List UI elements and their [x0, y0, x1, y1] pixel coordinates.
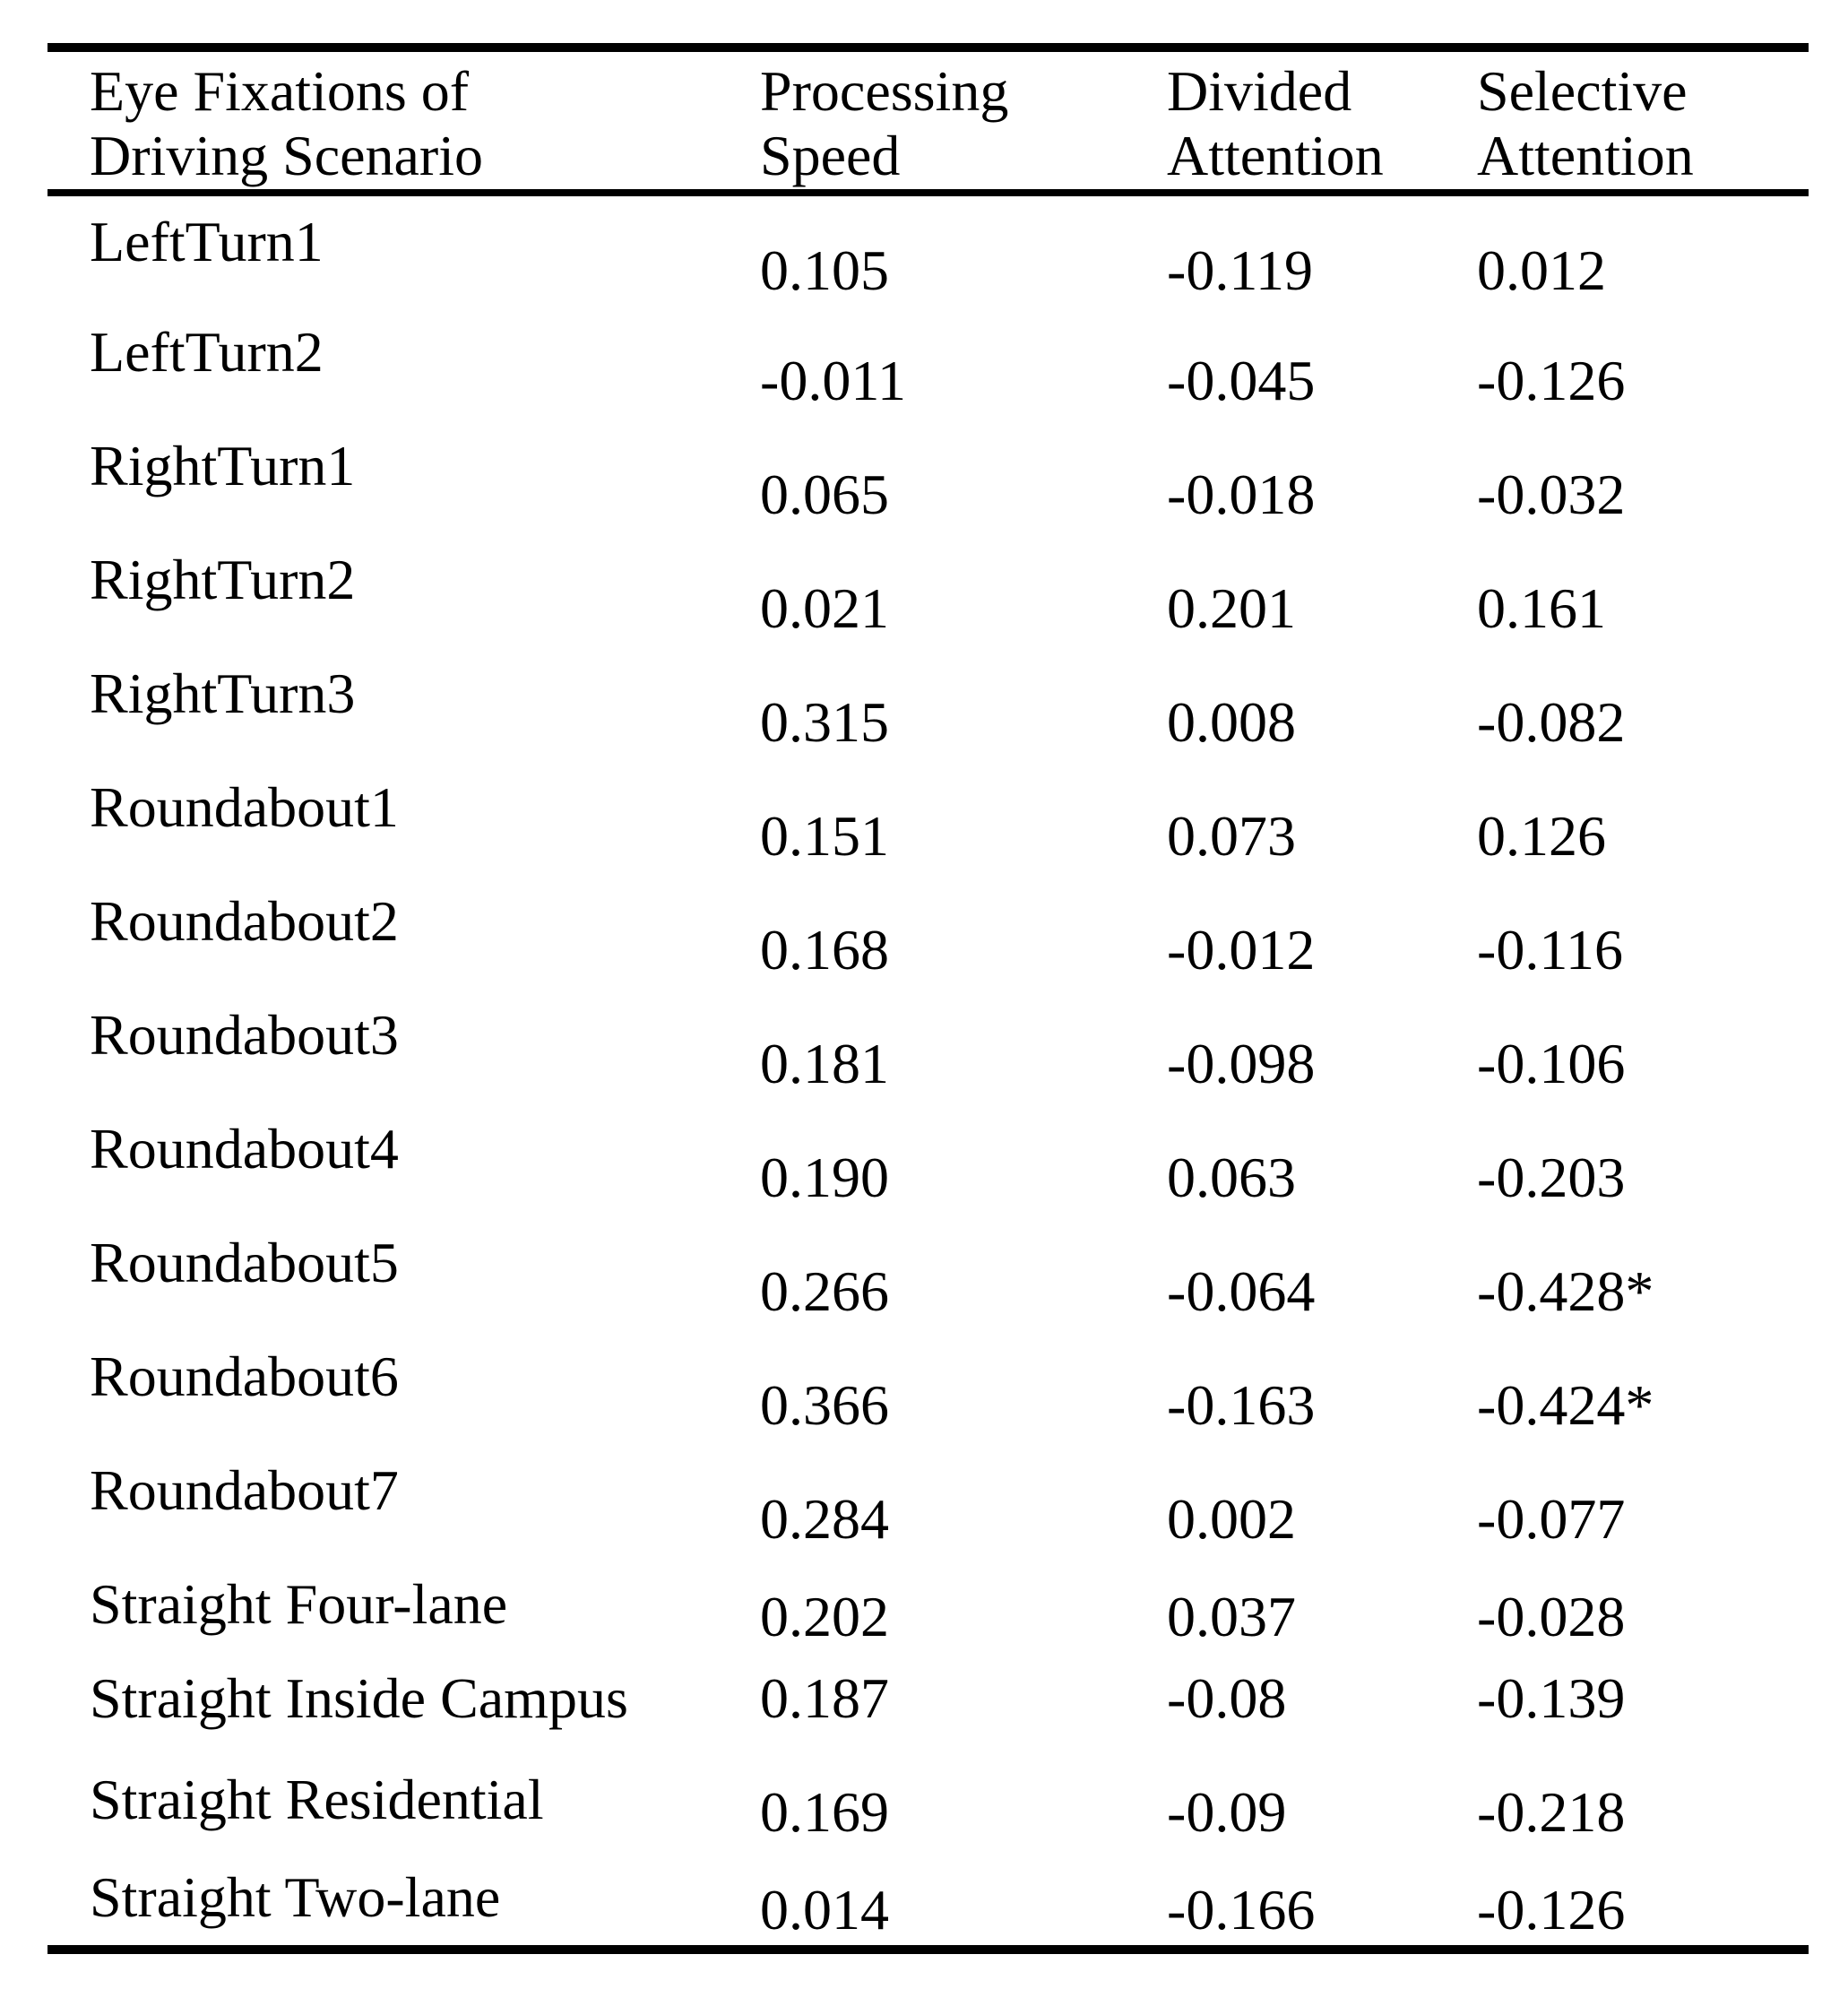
- divided-attention-cell: -0.163: [1167, 1373, 1316, 1437]
- column-header-selective-attention: Selective Attention: [1477, 48, 1809, 196]
- processing-speed-cell: 0.151: [760, 804, 889, 868]
- table-row: Straight Inside Campus 0.187 -0.08 -0.13…: [47, 1656, 1809, 1754]
- divided-attention-cell: 0.037: [1167, 1585, 1296, 1648]
- processing-speed-cell: 0.065: [760, 463, 889, 526]
- scenario-label-cell: Roundabout6: [90, 1345, 399, 1408]
- table-row: Straight Two-lane 0.014 -0.166 -0.126: [47, 1852, 1809, 1950]
- divided-attention-cell: -0.119: [1167, 238, 1313, 302]
- table-row: Straight Four-lane 0.202 0.037 -0.028: [47, 1559, 1809, 1656]
- selective-attention-cell: -0.106: [1477, 1032, 1626, 1095]
- selective-attention-cell: -0.032: [1477, 463, 1626, 526]
- divided-attention-cell: -0.098: [1167, 1032, 1316, 1095]
- table-row: LeftTurn1 0.105 -0.119 0.012: [47, 193, 1809, 307]
- table-row: RightTurn3 0.315 0.008 -0.082: [47, 648, 1809, 762]
- scenario-label-cell: Roundabout1: [90, 775, 399, 839]
- column-header-divided-attention-line2: Attention: [1167, 124, 1384, 187]
- selective-attention-cell: -0.428*: [1477, 1259, 1654, 1323]
- scenario-label-cell: RightTurn2: [90, 548, 356, 611]
- header-row: Eye Fixations of Driving Scenario Proces…: [47, 48, 1809, 196]
- scenario-label-cell: Roundabout4: [90, 1117, 399, 1180]
- processing-speed-cell: 0.266: [760, 1259, 889, 1323]
- column-header-scenario-line2: Driving Scenario: [90, 124, 483, 187]
- table-row: Roundabout2 0.168 -0.012 -0.116: [47, 876, 1809, 990]
- table-row: Roundabout1 0.151 0.073 0.126: [47, 762, 1809, 876]
- processing-speed-cell: 0.014: [760, 1878, 889, 1941]
- table-body: LeftTurn1 0.105 -0.119 0.012 LeftTurn2 -…: [47, 193, 1809, 1950]
- scenario-label-cell: Roundabout2: [90, 889, 399, 953]
- processing-speed-cell: 0.202: [760, 1585, 889, 1648]
- table-row: LeftTurn2 -0.011 -0.045 -0.126: [47, 307, 1809, 420]
- divided-attention-cell: -0.012: [1167, 918, 1316, 982]
- table-row: Roundabout4 0.190 0.063 -0.203: [47, 1103, 1809, 1217]
- table-row: Roundabout5 0.266 -0.064 -0.428*: [47, 1217, 1809, 1331]
- processing-speed-cell: 0.366: [760, 1373, 889, 1437]
- table-row: Straight Residential 0.169 -0.09 -0.218: [47, 1754, 1809, 1852]
- divided-attention-cell: -0.064: [1167, 1259, 1316, 1323]
- column-header-divided-attention-line1: Divided: [1167, 59, 1352, 123]
- scenario-label-cell: Roundabout5: [90, 1231, 399, 1294]
- table-header: Eye Fixations of Driving Scenario Proces…: [47, 48, 1809, 196]
- selective-attention-cell: -0.126: [1477, 1878, 1626, 1941]
- column-header-processing-speed: Processing Speed: [760, 48, 1167, 196]
- divided-attention-cell: 0.008: [1167, 690, 1296, 754]
- column-header-selective-attention-line1: Selective: [1477, 59, 1688, 123]
- divided-attention-cell: 0.063: [1167, 1146, 1296, 1209]
- divided-attention-cell: 0.201: [1167, 576, 1296, 640]
- processing-speed-cell: 0.181: [760, 1032, 889, 1095]
- scenario-label-cell: RightTurn1: [90, 434, 356, 497]
- selective-attention-cell: -0.139: [1477, 1666, 1626, 1730]
- divided-attention-cell: -0.166: [1167, 1878, 1316, 1941]
- divided-attention-cell: -0.018: [1167, 463, 1316, 526]
- scenario-label-cell: RightTurn3: [90, 662, 356, 725]
- selective-attention-cell: -0.077: [1477, 1487, 1626, 1551]
- column-header-processing-speed-line1: Processing: [760, 59, 1009, 123]
- column-header-divided-attention: Divided Attention: [1167, 48, 1477, 196]
- scenario-label-cell: Straight Two-lane: [90, 1865, 501, 1929]
- processing-speed-cell: 0.187: [760, 1666, 889, 1730]
- processing-speed-cell: 0.315: [760, 690, 889, 754]
- scenario-label-cell: LeftTurn2: [90, 320, 324, 384]
- scenario-label-cell: Roundabout7: [90, 1458, 399, 1522]
- divided-attention-cell: 0.002: [1167, 1487, 1296, 1551]
- table-row: Roundabout7 0.284 0.002 -0.077: [47, 1445, 1809, 1559]
- column-header-selective-attention-line2: Attention: [1477, 124, 1694, 187]
- scenario-label-cell: Straight Inside Campus: [90, 1666, 628, 1730]
- table-row: Roundabout3 0.181 -0.098 -0.106: [47, 990, 1809, 1103]
- selective-attention-cell: -0.116: [1477, 918, 1623, 982]
- selective-attention-cell: -0.218: [1477, 1780, 1626, 1844]
- selective-attention-cell: -0.126: [1477, 349, 1626, 412]
- divided-attention-cell: -0.045: [1167, 349, 1316, 412]
- selective-attention-cell: -0.203: [1477, 1146, 1626, 1209]
- processing-speed-cell: 0.021: [760, 576, 889, 640]
- column-header-scenario: Eye Fixations of Driving Scenario: [47, 48, 760, 196]
- divided-attention-cell: -0.09: [1167, 1780, 1287, 1844]
- divided-attention-cell: 0.073: [1167, 804, 1296, 868]
- selective-attention-cell: 0.126: [1477, 804, 1606, 868]
- selective-attention-cell: -0.082: [1477, 690, 1626, 754]
- selective-attention-cell: -0.028: [1477, 1585, 1626, 1648]
- column-header-scenario-line1: Eye Fixations of: [90, 59, 470, 123]
- scenario-label-cell: LeftTurn1: [90, 210, 324, 273]
- processing-speed-cell: -0.011: [760, 349, 906, 412]
- scenario-label-cell: Straight Residential: [90, 1768, 544, 1831]
- scenario-label-cell: Roundabout3: [90, 1003, 399, 1067]
- processing-speed-cell: 0.284: [760, 1487, 889, 1551]
- processing-speed-cell: 0.169: [760, 1780, 889, 1844]
- selective-attention-cell: 0.012: [1477, 238, 1606, 302]
- table-row: Roundabout6 0.366 -0.163 -0.424*: [47, 1331, 1809, 1445]
- selective-attention-cell: -0.424*: [1477, 1373, 1654, 1437]
- table-row: RightTurn1 0.065 -0.018 -0.032: [47, 420, 1809, 534]
- divided-attention-cell: -0.08: [1167, 1666, 1287, 1730]
- column-header-processing-speed-line2: Speed: [760, 124, 901, 187]
- scenario-label-cell: Straight Four-lane: [90, 1572, 508, 1636]
- processing-speed-cell: 0.168: [760, 918, 889, 982]
- selective-attention-cell: 0.161: [1477, 576, 1606, 640]
- table-row: RightTurn2 0.021 0.201 0.161: [47, 534, 1809, 648]
- correlation-table: Eye Fixations of Driving Scenario Proces…: [47, 43, 1809, 1954]
- processing-speed-cell: 0.190: [760, 1146, 889, 1209]
- processing-speed-cell: 0.105: [760, 238, 889, 302]
